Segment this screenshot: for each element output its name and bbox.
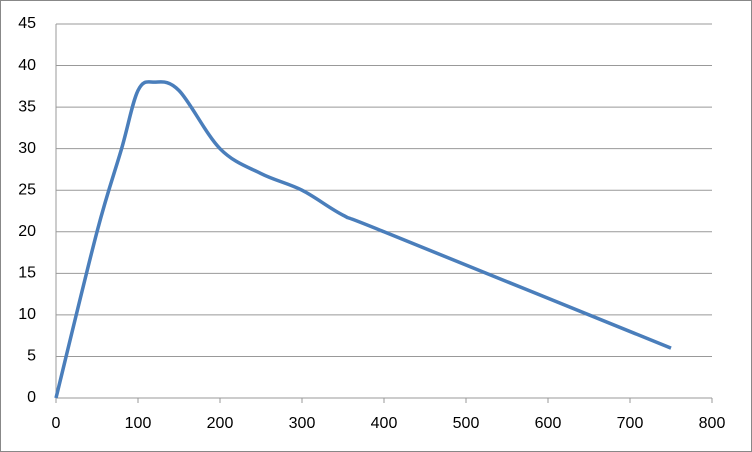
y-tick-label: 0: [27, 389, 36, 406]
data-line: [54, 80, 672, 399]
y-tick-label: 15: [18, 265, 36, 282]
x-tick-label: 200: [207, 415, 234, 432]
y-tick-label: 40: [18, 57, 36, 74]
y-tick-label: 20: [18, 223, 36, 240]
y-tick-label: 30: [18, 140, 36, 157]
x-tick-label: 300: [289, 415, 316, 432]
y-tick-label: 5: [27, 348, 36, 365]
x-tick-label: 800: [699, 415, 726, 432]
x-tick-label: 100: [125, 415, 152, 432]
y-tick-label: 10: [18, 306, 36, 323]
x-tick-label: 700: [617, 415, 644, 432]
y-tick-label: 35: [18, 98, 36, 115]
x-tick-label: 0: [52, 415, 61, 432]
x-tick-label: 600: [535, 415, 562, 432]
y-tick-label: 45: [18, 15, 36, 32]
x-tick-label: 500: [453, 415, 480, 432]
x-tick-label: 400: [371, 415, 398, 432]
y-tick-label: 25: [18, 181, 36, 198]
